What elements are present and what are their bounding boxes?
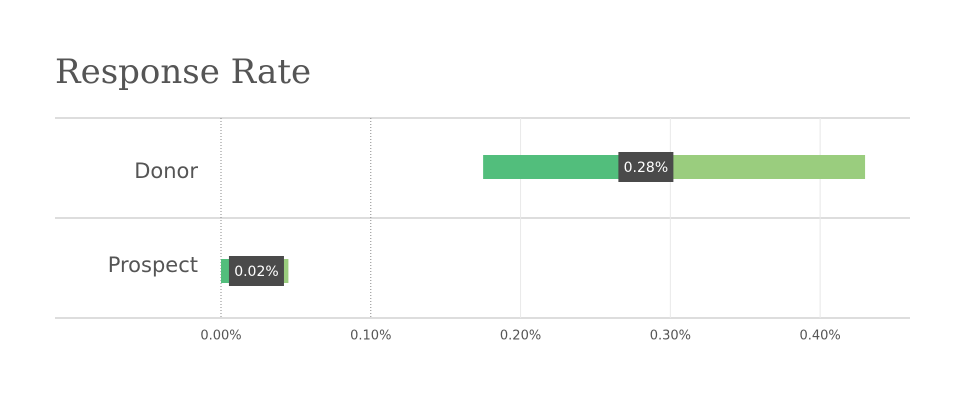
- x-tick-label: 0.30%: [650, 329, 691, 344]
- value-label: 0.28%: [624, 160, 668, 176]
- category-label: Donor: [134, 159, 198, 183]
- value-label: 0.02%: [234, 264, 278, 280]
- value-marker: [618, 152, 674, 182]
- category-label: Prospect: [108, 253, 198, 277]
- x-tick-label: 0.00%: [200, 329, 241, 344]
- range-high: [640, 155, 866, 179]
- x-tick-label: 0.20%: [500, 329, 541, 344]
- chart-title: Response Rate: [55, 52, 311, 92]
- value-marker: [228, 256, 284, 286]
- x-tick-label: 0.40%: [799, 329, 840, 344]
- x-tick-label: 0.10%: [350, 329, 391, 344]
- range-low: [483, 155, 641, 179]
